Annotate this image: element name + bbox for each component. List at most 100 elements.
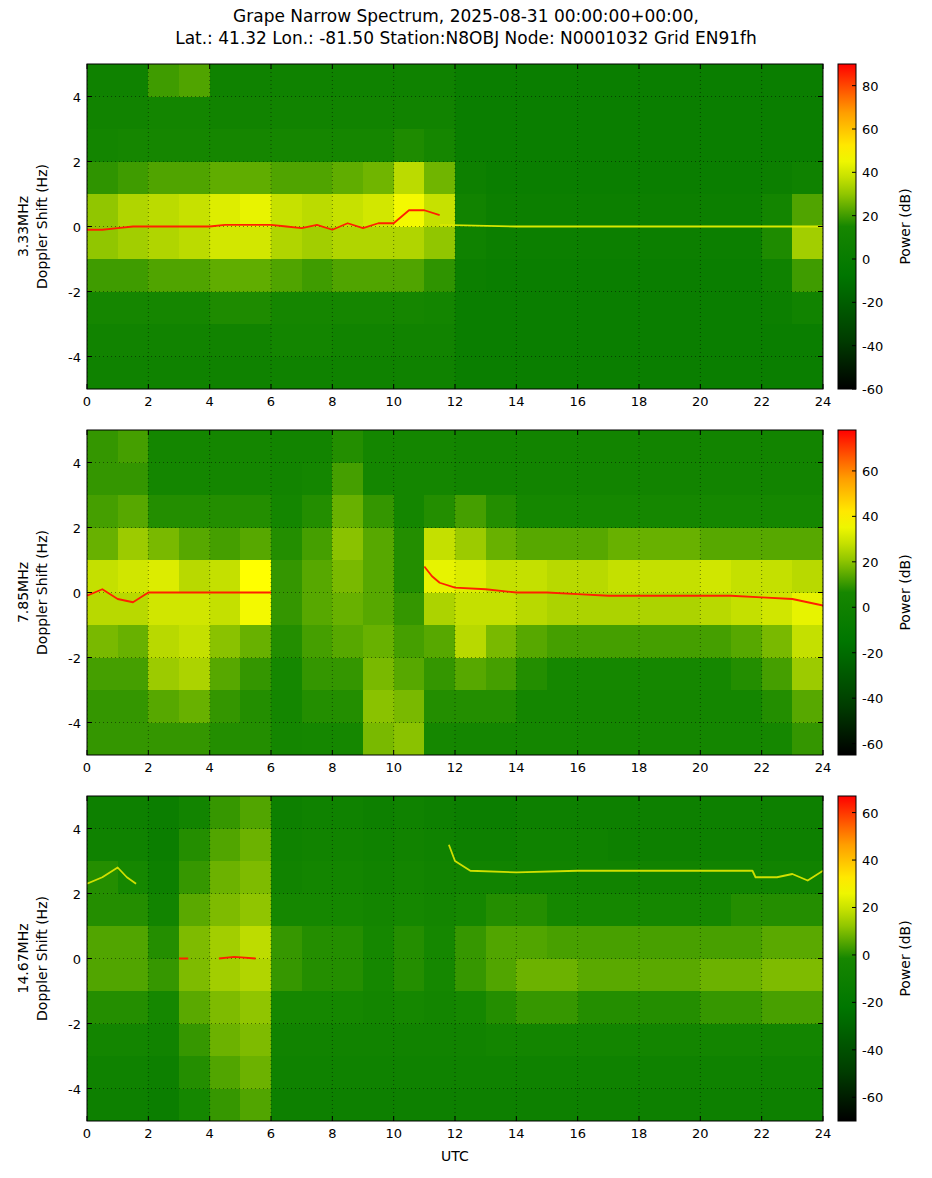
heat-cell bbox=[210, 690, 241, 723]
heat-cell bbox=[578, 357, 609, 390]
heat-cell bbox=[516, 194, 547, 227]
heat-cell bbox=[731, 227, 762, 260]
heat-cell bbox=[87, 625, 118, 658]
x-tick bbox=[455, 750, 456, 755]
trace-line bbox=[424, 567, 823, 606]
heat-cell bbox=[271, 625, 302, 658]
heat-cell bbox=[455, 625, 486, 658]
heat-cell bbox=[424, 194, 455, 227]
y-tick-label: -4 bbox=[68, 1082, 81, 1097]
heat-cell bbox=[670, 1024, 701, 1057]
x-tick bbox=[455, 1116, 456, 1121]
x-tick-label: 2 bbox=[144, 394, 152, 409]
heat-cell bbox=[240, 959, 271, 992]
y-tick-label: -2 bbox=[68, 1017, 81, 1032]
heat-cell bbox=[394, 959, 425, 992]
heat-cell bbox=[639, 959, 670, 992]
x-tick bbox=[393, 430, 394, 435]
heat-cell bbox=[455, 926, 486, 959]
x-tick-label: 18 bbox=[631, 760, 648, 775]
heat-cell bbox=[179, 829, 210, 862]
heat-cell bbox=[148, 560, 179, 593]
heat-cell bbox=[639, 1024, 670, 1057]
heat-cell bbox=[670, 227, 701, 260]
heat-cell bbox=[670, 357, 701, 390]
heat-cell bbox=[179, 97, 210, 130]
heat-cell bbox=[762, 64, 793, 97]
heat-cell bbox=[87, 1089, 118, 1122]
heat-cell bbox=[363, 560, 394, 593]
x-tick-label: 16 bbox=[569, 1126, 586, 1141]
heat-cell bbox=[363, 625, 394, 658]
heat-cell bbox=[179, 129, 210, 162]
heat-cell bbox=[762, 625, 793, 658]
heat-cell bbox=[424, 430, 455, 463]
colorbar bbox=[838, 430, 856, 755]
heat-cell bbox=[332, 1056, 363, 1089]
heat-cell bbox=[240, 227, 271, 260]
heat-cell bbox=[792, 162, 823, 195]
heat-cell bbox=[670, 625, 701, 658]
heat-cell bbox=[455, 357, 486, 390]
heat-cell bbox=[271, 829, 302, 862]
colorbar-title: Power (dB) bbox=[897, 554, 913, 630]
heat-cell bbox=[271, 463, 302, 496]
heat-cell bbox=[608, 1056, 639, 1089]
x-tick bbox=[271, 64, 272, 69]
heat-cell bbox=[424, 991, 455, 1024]
heat-cell bbox=[516, 292, 547, 325]
x-tick bbox=[148, 750, 149, 755]
heat-cell bbox=[363, 162, 394, 195]
heat-cell bbox=[486, 829, 517, 862]
heat-cell bbox=[271, 894, 302, 927]
heat-cell bbox=[608, 162, 639, 195]
x-tick bbox=[393, 64, 394, 69]
heat-cell bbox=[762, 495, 793, 528]
heat-cell bbox=[87, 959, 118, 992]
heat-cell bbox=[424, 324, 455, 357]
heat-cell bbox=[731, 64, 762, 97]
heat-cell bbox=[179, 593, 210, 626]
heat-cell bbox=[240, 625, 271, 658]
heat-cell bbox=[118, 129, 149, 162]
heat-cell bbox=[87, 593, 118, 626]
heat-cell bbox=[578, 593, 609, 626]
grid-line bbox=[87, 958, 823, 959]
heat-cell bbox=[670, 1089, 701, 1122]
heat-cell bbox=[700, 194, 731, 227]
heat-cell bbox=[486, 1089, 517, 1122]
colorbar-tick bbox=[852, 516, 856, 517]
heat-cell bbox=[792, 593, 823, 626]
heat-cell bbox=[148, 528, 179, 561]
x-tick bbox=[761, 384, 762, 389]
heat-cell bbox=[547, 194, 578, 227]
heat-cell bbox=[455, 1056, 486, 1089]
x-tick bbox=[209, 430, 210, 435]
heat-cell bbox=[792, 1024, 823, 1057]
heat-cell bbox=[271, 1056, 302, 1089]
y-axis-title-line: Doppler Shift (Hz) bbox=[34, 896, 50, 1021]
heat-cell bbox=[608, 463, 639, 496]
heat-cell bbox=[486, 926, 517, 959]
heat-cell bbox=[363, 959, 394, 992]
heat-cell bbox=[762, 259, 793, 292]
x-tick-label: 10 bbox=[385, 394, 402, 409]
heat-cell bbox=[670, 926, 701, 959]
heat-cell bbox=[731, 430, 762, 463]
heat-cell bbox=[731, 959, 762, 992]
heat-cell bbox=[179, 723, 210, 756]
heat-cell bbox=[148, 194, 179, 227]
y-tick bbox=[87, 527, 92, 528]
heat-cell bbox=[455, 991, 486, 1024]
heat-cell bbox=[363, 991, 394, 1024]
colorbar-tick bbox=[852, 1049, 856, 1050]
heat-cell bbox=[455, 1024, 486, 1057]
heat-cell bbox=[394, 357, 425, 390]
heat-cell bbox=[87, 1056, 118, 1089]
heat-cell bbox=[363, 495, 394, 528]
x-tick bbox=[577, 750, 578, 755]
heat-cell bbox=[87, 723, 118, 756]
heat-cell bbox=[608, 829, 639, 862]
heat-cell bbox=[148, 259, 179, 292]
heat-cell bbox=[240, 658, 271, 691]
